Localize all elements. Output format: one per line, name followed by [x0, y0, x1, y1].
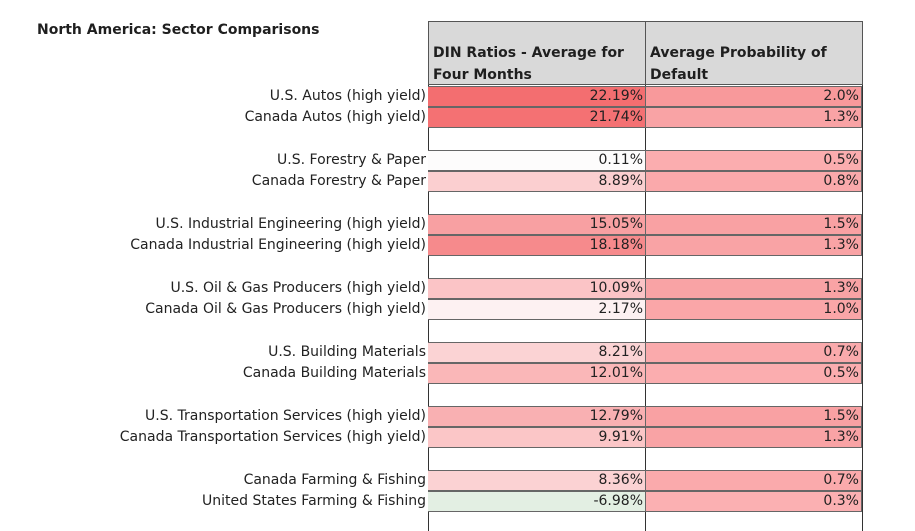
header-probability-default: Average Probability of Default — [645, 21, 863, 85]
header-din-ratios: DIN Ratios - Average for Four Months — [428, 21, 646, 85]
row-label: U.S. Oil & Gas Producers (high yield) — [170, 280, 426, 296]
din-ratio-cell: 22.19% — [428, 86, 645, 107]
din-ratio-cell: 8.21% — [428, 342, 645, 363]
row-label: Canada Building Materials — [242, 365, 426, 381]
row-label: United States Farming & Fishing — [202, 493, 426, 509]
row-label: Canada Farming & Fishing — [243, 472, 426, 488]
header-din-line1: DIN Ratios - Average for — [433, 45, 624, 61]
probability-default-cell: 1.5% — [645, 406, 862, 427]
din-ratio-cell: 21.74% — [428, 107, 645, 128]
row-label: U.S. Forestry & Paper — [277, 152, 426, 168]
din-ratio-cell: 8.89% — [428, 171, 645, 192]
probability-default-cell: 1.3% — [645, 235, 862, 256]
din-ratio-cell: -6.98% — [428, 491, 645, 512]
probability-default-cell: 1.3% — [645, 427, 862, 448]
probability-default-cell: 0.8% — [645, 171, 862, 192]
din-ratio-cell: 8.36% — [428, 470, 645, 491]
din-ratio-cell: 0.11% — [428, 150, 645, 171]
probability-default-cell: 1.3% — [645, 278, 862, 299]
row-label: U.S. Transportation Services (high yield… — [145, 408, 426, 424]
header-din-line2: Four Months — [433, 67, 532, 83]
probability-default-cell: 1.0% — [645, 299, 862, 320]
row-label: Canada Transportation Services (high yie… — [119, 429, 426, 445]
probability-default-cell: 0.3% — [645, 491, 862, 512]
probability-default-cell: 1.3% — [645, 107, 862, 128]
row-label: Canada Industrial Engineering (high yiel… — [130, 237, 426, 253]
page-title: North America: Sector Comparisons — [37, 22, 320, 38]
din-ratio-cell: 9.91% — [428, 427, 645, 448]
din-ratio-cell: 12.79% — [428, 406, 645, 427]
row-label: U.S. Building Materials — [268, 344, 426, 360]
header-pd-line1: Average Probability of — [650, 45, 827, 61]
din-ratio-cell: 10.09% — [428, 278, 645, 299]
din-ratio-cell: 15.05% — [428, 214, 645, 235]
din-ratio-cell: 18.18% — [428, 235, 645, 256]
row-label: Canada Autos (high yield) — [244, 109, 426, 125]
row-label: Canada Forestry & Paper — [251, 173, 426, 189]
row-label: U.S. Industrial Engineering (high yield) — [155, 216, 426, 232]
probability-default-cell: 0.7% — [645, 470, 862, 491]
probability-default-cell: 0.7% — [645, 342, 862, 363]
probability-default-cell: 1.5% — [645, 214, 862, 235]
probability-default-cell: 0.5% — [645, 150, 862, 171]
header-pd-line2: Default — [650, 67, 709, 83]
din-ratio-cell: 12.01% — [428, 363, 645, 384]
row-label: U.S. Autos (high yield) — [269, 88, 426, 104]
probability-default-cell: 2.0% — [645, 86, 862, 107]
din-ratio-cell: 2.17% — [428, 299, 645, 320]
row-label: Canada Oil & Gas Producers (high yield) — [145, 301, 426, 317]
column-divider-right — [862, 85, 863, 531]
probability-default-cell: 0.5% — [645, 363, 862, 384]
